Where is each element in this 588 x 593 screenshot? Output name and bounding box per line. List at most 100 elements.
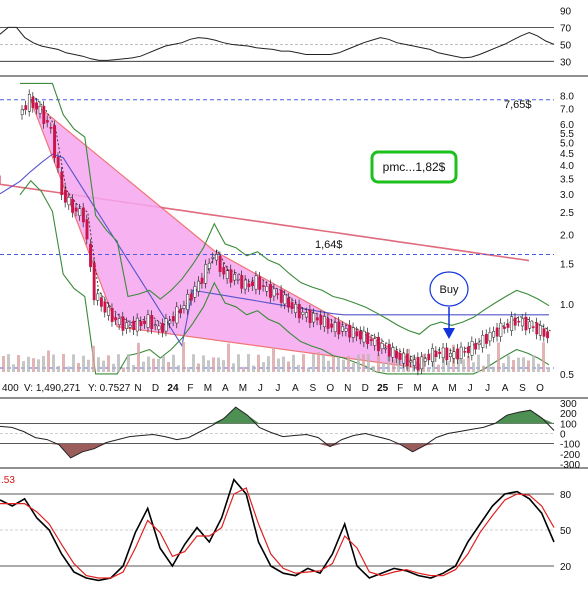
cci-tick-label: 200 — [560, 409, 577, 420]
rsi-panel: 90 70 50 30 — [0, 2, 588, 77]
volume-bar — [277, 358, 280, 372]
candle-body — [161, 323, 164, 333]
buy-arrow-head — [443, 328, 455, 339]
candle-body — [477, 342, 481, 345]
volume-bar — [377, 354, 380, 372]
candle-body — [164, 318, 168, 332]
bollinger-lower — [19, 179, 550, 375]
candle-body — [369, 339, 373, 342]
candle-body — [510, 316, 514, 331]
x-tick-label: F — [397, 383, 403, 394]
candle-body — [355, 331, 359, 337]
stoch-k-line — [0, 477, 555, 582]
candle-body — [502, 326, 506, 329]
price-tick-label: 8.0 — [560, 91, 574, 102]
volume-bar — [267, 356, 270, 372]
candle-body — [171, 316, 175, 322]
rsi-tick-label: 90 — [560, 6, 572, 17]
candle-body — [81, 207, 85, 223]
candle-body — [258, 276, 262, 290]
candle-body — [114, 317, 118, 321]
rsi-tick-label: 30 — [560, 57, 572, 68]
candle-body — [182, 305, 186, 309]
candle-body — [49, 127, 53, 129]
volume-bar — [547, 367, 550, 372]
candle-body — [272, 288, 276, 297]
volume-bar — [187, 367, 190, 372]
volume-bar — [247, 354, 250, 372]
candle-body — [74, 207, 78, 212]
candle-body — [110, 308, 114, 322]
volume-bar — [117, 354, 120, 372]
volume-bar — [197, 363, 200, 372]
volume-bar — [137, 342, 140, 372]
candle-body — [60, 171, 64, 196]
volume-bar — [227, 343, 230, 372]
candle-body — [251, 281, 254, 287]
candle-body — [495, 327, 499, 337]
volume-bar — [22, 361, 25, 372]
candle-body — [200, 277, 204, 284]
stoch-tick-label: 50 — [560, 526, 572, 537]
price-tick-label: 1.0 — [560, 300, 574, 311]
volume-bar — [477, 354, 480, 372]
volume-bar — [442, 354, 445, 372]
volume-bar — [347, 355, 350, 372]
candle-body — [261, 285, 265, 287]
status-left: 400 — [2, 383, 19, 394]
volume-bar — [152, 358, 155, 372]
candle-body — [107, 306, 111, 316]
candle-body — [377, 336, 380, 352]
volume-bar — [467, 356, 470, 372]
volume-bar — [357, 354, 360, 372]
candle-body — [125, 322, 129, 329]
candle-body — [287, 297, 290, 308]
candle-body — [330, 323, 334, 328]
volume-bar — [257, 354, 260, 372]
candle-body — [373, 338, 377, 346]
candle-body — [254, 275, 258, 290]
volume-bar — [422, 354, 425, 372]
volume-bar — [517, 357, 520, 372]
price-tick-label: 5.0 — [560, 139, 574, 150]
candle-body — [448, 353, 452, 357]
candle-body — [276, 293, 280, 295]
x-tick-label: A — [222, 383, 229, 394]
candle-body — [423, 358, 427, 362]
rsi-tick-label: 50 — [560, 40, 572, 51]
candle-body — [384, 347, 388, 350]
volume-bar — [72, 354, 75, 372]
candle-body — [420, 356, 424, 370]
volume-bar — [97, 357, 100, 372]
volume-bar — [217, 357, 220, 372]
volume-bar — [527, 360, 530, 372]
volume-bar — [162, 356, 165, 372]
volume-bar — [322, 355, 325, 372]
candle-body — [56, 157, 60, 168]
volume-bar — [487, 354, 490, 372]
x-tick-label: M — [413, 383, 421, 394]
volume-bar — [7, 354, 10, 372]
mid-moving-average — [0, 153, 549, 348]
stoch-d-line — [0, 487, 555, 579]
volume-bar — [372, 366, 375, 372]
candle-body — [207, 262, 211, 269]
x-tick-label: D — [362, 383, 369, 394]
candle-body — [279, 289, 283, 303]
volume-bar — [157, 358, 160, 372]
buy-label: Buy — [440, 284, 459, 296]
volume-bar — [532, 355, 535, 372]
candle-body — [348, 324, 352, 338]
candle-body — [78, 208, 82, 216]
volume-bar — [177, 365, 180, 372]
candle-body — [546, 331, 550, 339]
pmc-box — [370, 150, 458, 184]
x-tick-label: A — [432, 383, 439, 394]
volume-bar — [32, 358, 35, 372]
price-tick-label: 4.5 — [560, 149, 574, 160]
x-tick-label: N — [344, 383, 351, 394]
candle-body — [89, 243, 93, 268]
volume-bar — [17, 355, 20, 372]
candle-body — [99, 297, 103, 307]
candle-body — [434, 350, 438, 358]
